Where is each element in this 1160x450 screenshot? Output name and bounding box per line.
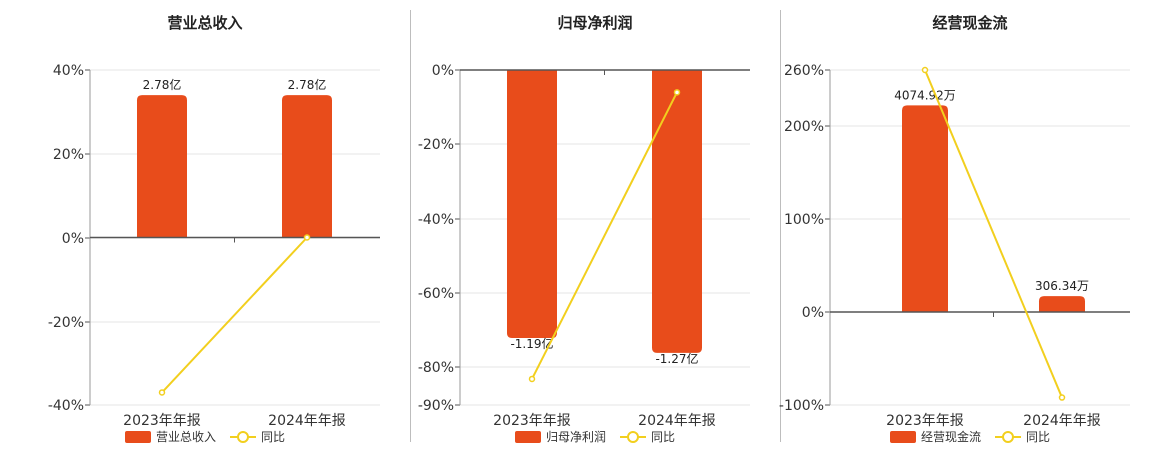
chart-panel-revenue: 营业总收入 40% 20% 0% -20% -40% 2.78亿 2023年年报 2.78亿 2… xyxy=(0,0,410,450)
panel-divider xyxy=(410,10,411,442)
yoy-point xyxy=(673,89,681,96)
bar xyxy=(282,95,332,238)
legend-line-label: 同比 xyxy=(651,430,676,444)
legend-bar-label: 归母净利润 xyxy=(545,430,606,444)
panel-divider xyxy=(780,10,781,442)
y-tick-label: -60% xyxy=(418,286,454,302)
y-tick-label: 40% xyxy=(53,63,84,79)
yoy-line xyxy=(161,236,308,394)
x-tick-label: 2024年年报 xyxy=(638,413,716,429)
chart-svg-cash-flow: 260% 200% 100% 0% -100% 4074.92万 2023年年报 306.34… xyxy=(779,63,1130,429)
yoy-point xyxy=(1058,394,1066,401)
chart-svg-net-profit: 0% -20% -40% -60% -80% -90% -1.19亿 2023年年报 -1.27… xyxy=(418,63,750,429)
bar xyxy=(902,105,948,312)
legend-line-marker-icon xyxy=(620,430,646,443)
y-tick-label: -80% xyxy=(418,360,454,376)
bar-value-label: 4074.92万 xyxy=(894,88,956,102)
y-tick-label: -20% xyxy=(48,315,84,331)
yoy-point xyxy=(303,234,311,241)
legend: 营业总收入 同比 xyxy=(0,428,410,445)
y-tick-label: 200% xyxy=(784,119,824,135)
yoy-point xyxy=(921,66,929,74)
y-tick-label: 100% xyxy=(784,212,824,228)
y-tick-label: 0% xyxy=(62,231,84,247)
chart-panel-net-profit: 归母净利润 0% -20% -40% -60% -80% -90% -1.19亿 2023年年… xyxy=(410,0,780,450)
legend-bar-swatch xyxy=(124,430,151,443)
bar-value-label: 2.78亿 xyxy=(143,77,182,92)
chart-svg-revenue: 40% 20% 0% -20% -40% 2.78亿 2023年年报 2.78亿 2024年年报 xyxy=(48,63,380,429)
bar-value-label: 2.78亿 xyxy=(288,77,327,92)
legend-bar-label: 经营现金流 xyxy=(920,430,981,444)
y-tick-label: 260% xyxy=(784,63,824,79)
y-tick-label: 20% xyxy=(53,147,84,163)
chart-title: 营业总收入 xyxy=(167,14,243,32)
x-tick-label: 2024年年报 xyxy=(268,413,346,429)
y-tick-label: -40% xyxy=(418,212,454,228)
legend: 归母净利润 同比 xyxy=(410,428,780,445)
bar-value-label: 306.34万 xyxy=(1035,279,1089,293)
legend-bar-swatch xyxy=(514,430,541,443)
legend-line-label: 同比 xyxy=(1026,430,1051,444)
y-tick-label: -90% xyxy=(418,398,454,414)
y-tick-label: 0% xyxy=(432,63,454,79)
yoy-point xyxy=(158,389,166,396)
chart-title: 归母净利润 xyxy=(557,14,633,32)
legend-bar-swatch xyxy=(889,430,916,443)
chart-title: 经营现金流 xyxy=(932,14,1008,32)
bar xyxy=(137,95,187,238)
yoy-line xyxy=(531,91,678,380)
yoy-line xyxy=(924,69,1063,398)
bar xyxy=(507,70,557,338)
x-tick-label: 2023年年报 xyxy=(886,413,964,429)
chart-panel-cash-flow: 经营现金流 260% 200% 100% 0% -100% 4074.92万 2023年年报… xyxy=(779,0,1160,450)
legend-line-marker-icon xyxy=(230,430,256,443)
bar-value-label: -1.19亿 xyxy=(510,336,553,351)
y-tick-label: -40% xyxy=(48,398,84,414)
legend-line-label: 同比 xyxy=(261,430,286,444)
legend-line-marker-icon xyxy=(995,430,1021,443)
bar xyxy=(652,70,702,353)
x-tick-label: 2024年年报 xyxy=(1023,413,1101,429)
bar xyxy=(1039,296,1085,312)
legend: 经营现金流 同比 xyxy=(780,428,1160,445)
y-tick-label: -20% xyxy=(418,137,454,153)
bar-value-label: -1.27亿 xyxy=(655,351,698,366)
legend-bar-label: 营业总收入 xyxy=(155,430,216,444)
x-tick-label: 2023年年报 xyxy=(123,413,201,429)
yoy-point xyxy=(528,375,536,383)
y-tick-label: 0% xyxy=(802,305,824,321)
y-tick-label: -100% xyxy=(779,398,824,414)
x-tick-label: 2023年年报 xyxy=(493,413,571,429)
